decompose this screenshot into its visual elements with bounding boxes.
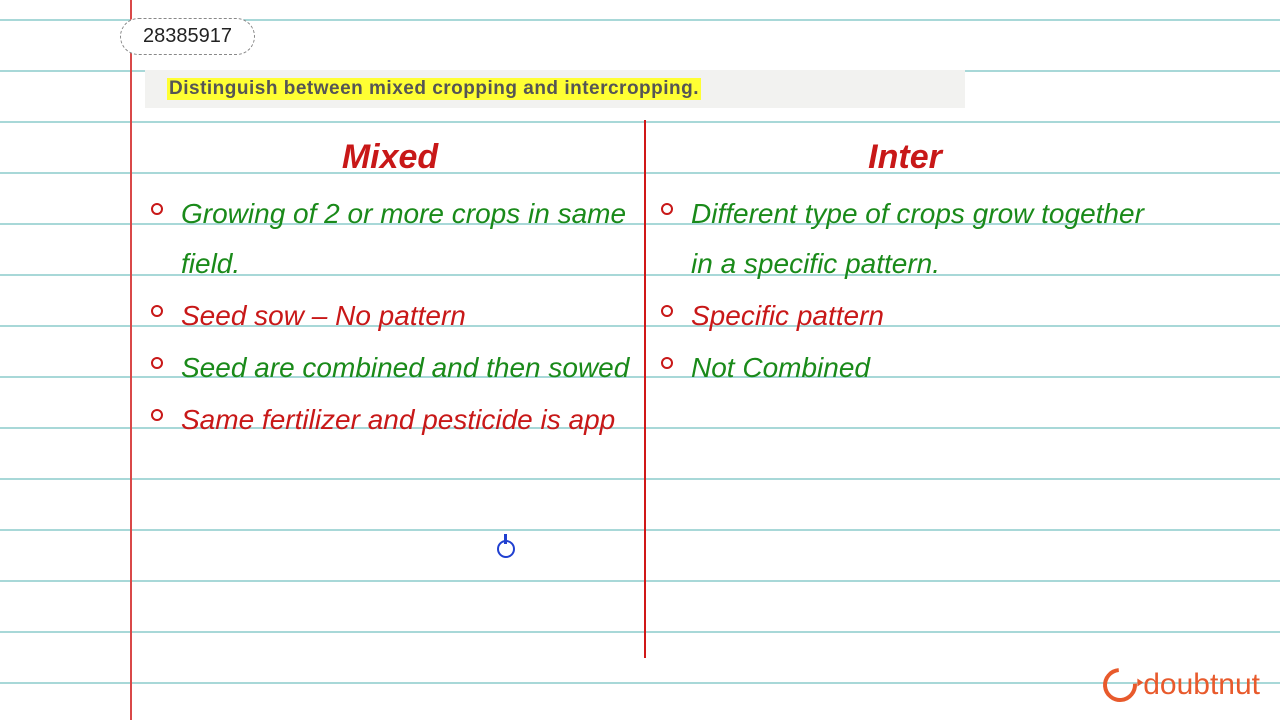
bullet-icon xyxy=(661,357,673,369)
question-bar: Distinguish between mixed cropping and i… xyxy=(145,70,965,108)
mixed-header: Mixed xyxy=(149,138,631,177)
doubtnut-logo-text: doubtnut xyxy=(1143,668,1260,702)
point-text: Seed are combined and then sowed xyxy=(181,352,629,383)
inter-point-1: Different type of crops grow together in… xyxy=(659,189,1151,289)
mixed-point-1: Growing of 2 or more crops in same field… xyxy=(149,189,631,289)
inter-header: Inter xyxy=(659,138,1151,177)
mixed-column: Mixed Growing of 2 or more crops in same… xyxy=(135,130,645,670)
bullet-icon xyxy=(151,357,163,369)
content-area: Mixed Growing of 2 or more crops in same… xyxy=(135,130,1165,670)
point-text: Growing of 2 or more crops in same field… xyxy=(181,198,626,279)
mixed-point-3: Seed are combined and then sowed xyxy=(149,343,631,393)
mixed-point-2: Seed sow – No pattern xyxy=(149,291,631,341)
point-text: Same fertilizer and pesticide is app xyxy=(181,404,615,435)
margin-line xyxy=(130,0,132,720)
inter-point-2: Specific pattern xyxy=(659,291,1151,341)
question-text: Distinguish between mixed cropping and i… xyxy=(167,78,701,100)
bullet-icon xyxy=(151,203,163,215)
doubtnut-logo[interactable]: doubtnut xyxy=(1103,668,1260,702)
inter-column: Inter Different type of crops grow toget… xyxy=(645,130,1165,670)
doubtnut-logo-icon xyxy=(1096,661,1144,709)
point-text: Not Combined xyxy=(691,352,870,383)
inter-point-3: Not Combined xyxy=(659,343,1151,393)
bullet-icon xyxy=(661,203,673,215)
point-text: Seed sow – No pattern xyxy=(181,300,466,331)
bullet-icon xyxy=(151,305,163,317)
question-id-badge: 28385917 xyxy=(120,18,255,55)
point-text: Different type of crops grow together in… xyxy=(691,198,1144,279)
bullet-icon xyxy=(661,305,673,317)
mixed-point-4: Same fertilizer and pesticide is app xyxy=(149,395,631,445)
bullet-icon xyxy=(151,409,163,421)
writing-cursor-icon xyxy=(497,540,515,558)
point-text: Specific pattern xyxy=(691,300,884,331)
